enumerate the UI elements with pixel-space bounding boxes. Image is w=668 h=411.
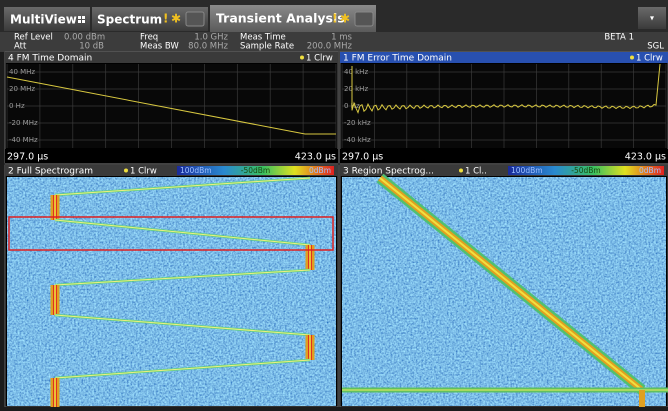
warning-icon: ! [163, 12, 168, 26]
y-tick-label: -40 MHz [9, 136, 38, 144]
y-tick-label: -20 kHz [344, 119, 371, 127]
warning-icon: ! [332, 12, 337, 26]
scale-label: -50dBm [241, 166, 270, 175]
trace-label: 1 Cl.. [465, 167, 487, 177]
y-tick-label: 40 MHz [9, 68, 35, 76]
page: {"tabs":[{"label":"MultiView"},{"label":… [0, 0, 668, 407]
tab-label: MultiView [10, 13, 77, 27]
menu-arrow: ▾ [650, 14, 654, 23]
window-title: 2 Full Spectrogram [8, 167, 93, 177]
y-tick-label: 0 Hz [9, 102, 25, 110]
value: 80.0 MHz [188, 42, 228, 52]
label: Att [14, 42, 27, 52]
trace-label: 1 Clrw [636, 54, 663, 64]
close-button[interactable] [355, 12, 373, 26]
y-tick-label: 40 kHz [344, 68, 368, 76]
trace-dot [459, 169, 463, 173]
tab-label: Spectrum [97, 13, 162, 27]
value: 10 dB [79, 42, 104, 52]
x-end: 423.0 µs [625, 152, 666, 163]
trace-label: 1 Clrw [130, 167, 157, 177]
scale-label: -50dBm [571, 166, 600, 175]
window-title: 1 FM Error Time Domain [343, 54, 452, 64]
window-title: 4 FM Time Domain [8, 54, 92, 64]
value: 200.0 MHz [307, 42, 353, 52]
trace-dot [300, 56, 304, 60]
scale-label: 100dBm [511, 166, 543, 175]
scale-label: 100dBm [180, 166, 212, 175]
y-tick-label: 20 kHz [344, 85, 368, 93]
sweep: SGL [647, 42, 664, 52]
x-start: 297.0 µs [7, 152, 48, 163]
status-icon: ✱ [340, 12, 350, 26]
footer [5, 149, 338, 163]
x-end: 423.0 µs [295, 152, 336, 163]
mode: BETA 1 [604, 33, 634, 43]
footer [340, 149, 668, 163]
trace-dot [124, 169, 128, 173]
label: Sample Rate [240, 42, 294, 52]
scale-label: 0dBm [639, 166, 661, 175]
y-tick-label: -20 MHz [9, 119, 38, 127]
window-title: 3 Region Spectrog... [343, 167, 434, 177]
trace-dot [630, 56, 634, 60]
scale-label: 0dBm [309, 166, 331, 175]
status-icon: ✱ [171, 12, 181, 26]
y-tick-label: 20 MHz [9, 85, 35, 93]
close-button[interactable] [186, 12, 204, 26]
trace-label: 1 Clrw [306, 54, 333, 64]
screen: MultiView Spectrum ! ✱ Transient Analysi… [0, 0, 668, 407]
y-tick-label: -40 kHz [344, 136, 371, 144]
x-start: 297.0 µs [342, 152, 383, 163]
tab-label: Transient Analysis [216, 11, 345, 26]
label: Meas BW [140, 42, 179, 52]
